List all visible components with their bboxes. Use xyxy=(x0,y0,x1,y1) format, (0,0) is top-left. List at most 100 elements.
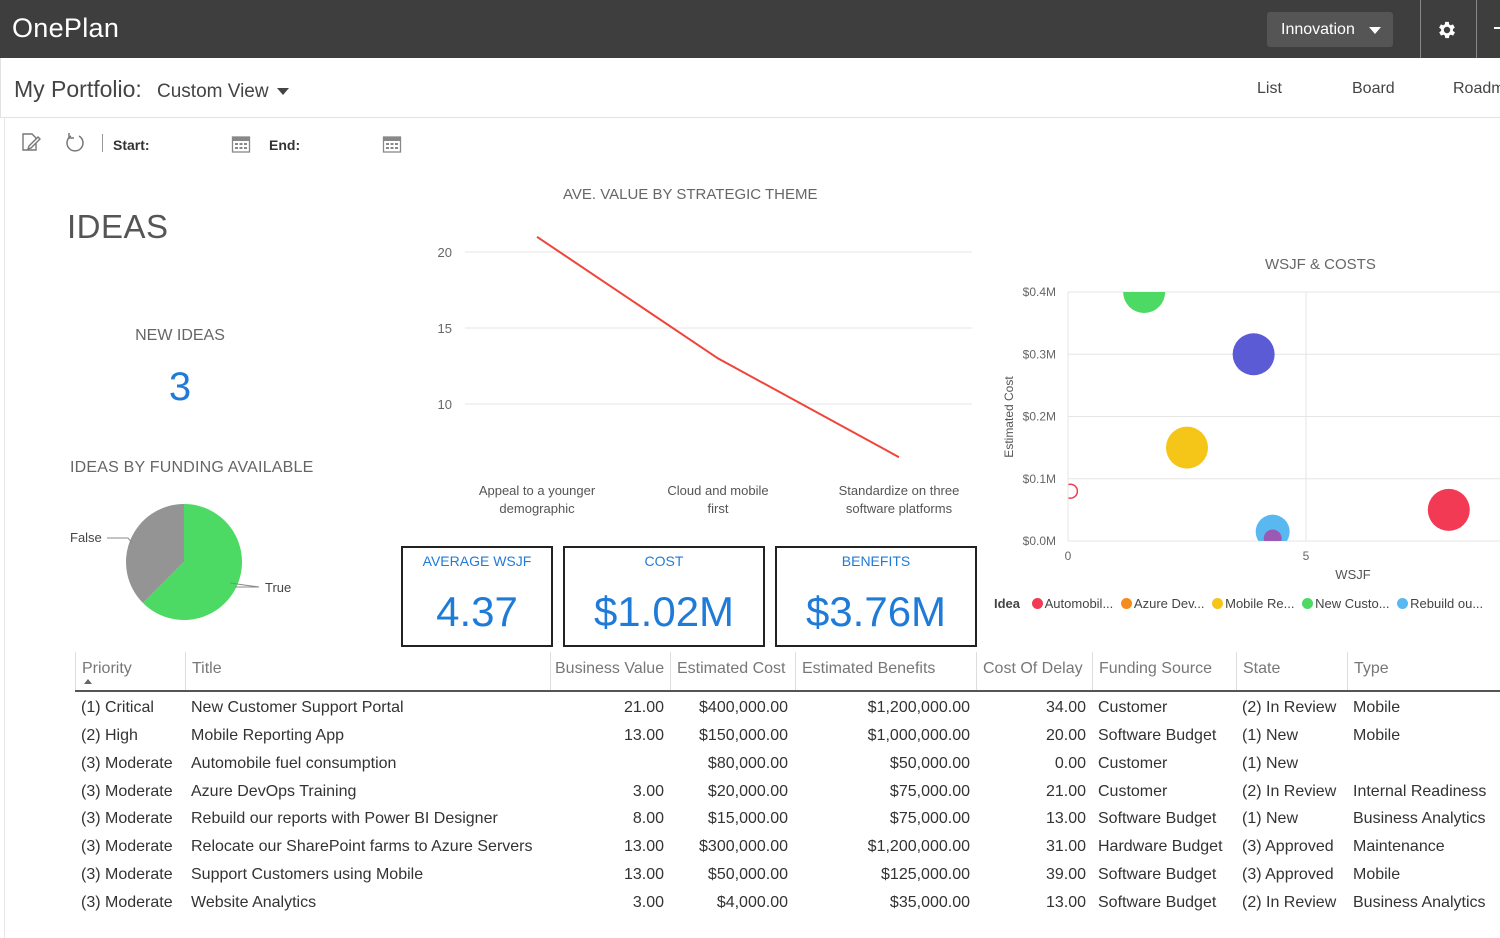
cost-card: COST $1.02M xyxy=(563,546,765,647)
column-header-estimated-benefits[interactable]: Estimated Benefits xyxy=(795,652,976,690)
card-label: AVERAGE WSJF xyxy=(422,553,532,569)
table-row[interactable]: (3) Moderate Website Analytics 3.00 $4,000.… xyxy=(75,890,1500,918)
portfolio-header: My Portfolio: Custom View List Board Roa… xyxy=(0,58,1500,118)
y-tick-label: 15 xyxy=(438,321,452,336)
y-tick-label: 10 xyxy=(438,397,452,412)
y-tick-label: 20 xyxy=(438,245,452,260)
x-axis-label: WSJF xyxy=(1335,567,1370,582)
view-select[interactable]: Custom View xyxy=(157,81,269,102)
legend-item[interactable]: Azure Dev... xyxy=(1120,596,1205,611)
gear-icon[interactable] xyxy=(1436,19,1458,41)
cell-cost-of-delay: 34.00 xyxy=(1045,699,1086,716)
column-header-label: Title xyxy=(192,660,222,677)
pie-leader-line xyxy=(107,537,133,544)
cell-type: Internal Readiness xyxy=(1353,782,1487,800)
cell-title: Mobile Reporting App xyxy=(191,726,344,744)
x-tick-label: first xyxy=(708,501,729,516)
y-tick-label: $0.1M xyxy=(1023,472,1056,486)
table-row[interactable]: (3) Moderate Automobile fuel consumption $… xyxy=(75,751,1500,779)
legend-item[interactable]: New Custo... xyxy=(1302,596,1390,611)
table-row[interactable]: (3) Moderate Rebuild our reports with Pow… xyxy=(75,806,1500,834)
cell-state: (3) Approved xyxy=(1242,838,1334,856)
cell-priority: (3) Moderate xyxy=(81,838,173,856)
column-header-type[interactable]: Type xyxy=(1347,652,1500,690)
table-row[interactable]: (1) Critical New Customer Support Portal 2… xyxy=(75,695,1500,723)
column-header-label: Funding Source xyxy=(1099,660,1212,677)
cell-state: (1) New xyxy=(1242,754,1299,772)
legend-label: Azure Dev... xyxy=(1133,596,1205,611)
divider xyxy=(1420,0,1421,58)
tab-list[interactable]: List xyxy=(1257,80,1282,97)
column-header-title[interactable]: Title xyxy=(185,652,550,690)
cell-estimated-cost: $15,000.00 xyxy=(707,810,788,828)
refresh-icon[interactable] xyxy=(64,132,86,152)
cell-funding-source: Hardware Budget xyxy=(1098,838,1223,856)
cell-type: Mobile xyxy=(1353,866,1401,884)
x-tick-label: demographic xyxy=(499,501,575,516)
calendar-icon[interactable] xyxy=(382,134,402,154)
cell-funding-source: Software Budget xyxy=(1098,810,1217,828)
cell-cost-of-delay: 13.00 xyxy=(1045,893,1086,911)
x-tick-label: Appeal to a younger xyxy=(479,483,596,498)
legend-label: Automobil... xyxy=(1044,596,1114,611)
cell-cost-of-delay: 39.00 xyxy=(1045,866,1086,884)
table-row[interactable]: (3) Moderate Support Customers using Mobi… xyxy=(75,862,1500,890)
x-tick-label: Standardize on three xyxy=(839,483,960,498)
series-line xyxy=(536,235,900,459)
column-header-priority[interactable]: Priority xyxy=(75,652,185,690)
cell-priority: (3) Moderate xyxy=(81,866,173,884)
cell-title: Rebuild our reports with Power BI Design… xyxy=(191,810,498,828)
scatter-point xyxy=(1232,333,1275,376)
legend-item[interactable]: Automobil... xyxy=(1031,596,1114,611)
scatter-point xyxy=(1068,483,1079,499)
calendar-icon[interactable] xyxy=(231,134,251,154)
y-tick-label: $0.4M xyxy=(1023,285,1056,299)
table-row[interactable]: (3) Moderate Relocate our SharePoint farm… xyxy=(75,834,1500,862)
cell-type: Business Analytics xyxy=(1353,810,1486,828)
legend-item[interactable]: Rebuild ou... xyxy=(1397,596,1483,611)
tab-roadmap[interactable]: Roadm xyxy=(1453,80,1500,97)
wsjf-scatter-chart: $0.0M $0.1M $0.2M $0.3M $0.4M 0 5 WSJF Estimated… xyxy=(1002,285,1500,582)
cell-estimated-benefits: $35,000.00 xyxy=(889,893,970,911)
cell-estimated-benefits: $75,000.00 xyxy=(889,782,970,800)
x-tick-label: 5 xyxy=(1303,549,1310,563)
cell-business-value: 13.00 xyxy=(623,838,664,856)
cell-priority: (3) Moderate xyxy=(81,893,173,911)
column-header-estimated-cost[interactable]: Estimated Cost xyxy=(670,652,795,690)
cell-estimated-benefits: $1,200,000.00 xyxy=(867,838,970,856)
cell-type: Mobile xyxy=(1353,699,1401,716)
edit-icon[interactable] xyxy=(20,132,42,152)
cell-cost-of-delay: 31.00 xyxy=(1045,838,1086,856)
cell-state: (1) New xyxy=(1242,810,1299,828)
table-row[interactable]: (2) High Mobile Reporting App 13.00 $150,00… xyxy=(75,723,1500,751)
column-header-funding-source[interactable]: Funding Source xyxy=(1092,652,1236,690)
workspace-select[interactable]: Innovation xyxy=(1267,12,1393,47)
more-icon[interactable] xyxy=(1494,27,1500,29)
tab-board[interactable]: Board xyxy=(1352,80,1395,97)
page-border xyxy=(4,118,5,938)
sort-ascending-icon xyxy=(84,679,92,684)
line-chart-title: AVE. VALUE BY STRATEGIC THEME xyxy=(563,186,818,203)
cell-estimated-cost: $20,000.00 xyxy=(707,782,788,800)
chevron-down-icon[interactable] xyxy=(277,88,289,95)
scatter-point xyxy=(1427,488,1470,531)
column-header-label: Business Value xyxy=(555,660,665,677)
cell-state: (2) In Review xyxy=(1242,782,1337,800)
cell-business-value: 8.00 xyxy=(632,810,664,828)
legend-dot-icon xyxy=(1031,598,1043,609)
column-header-business-value[interactable]: Business Value xyxy=(550,652,670,690)
column-header-cost-of-delay[interactable]: Cost Of Delay xyxy=(976,652,1092,690)
cell-title: Relocate our SharePoint farms to Azure S… xyxy=(191,838,533,856)
table-row[interactable]: (3) Moderate Azure DevOps Training 3.00 $20… xyxy=(75,779,1500,807)
scatter-point xyxy=(1263,529,1282,541)
cell-estimated-cost: $150,000.00 xyxy=(699,726,788,744)
cell-funding-source: Software Budget xyxy=(1098,866,1217,884)
column-header-label: State xyxy=(1243,660,1281,677)
new-ideas-count: 3 xyxy=(168,365,192,409)
cell-estimated-cost: $50,000.00 xyxy=(707,866,788,884)
cell-priority: (3) Moderate xyxy=(81,782,173,800)
cell-cost-of-delay: 0.00 xyxy=(1054,754,1086,772)
column-header-state[interactable]: State xyxy=(1236,652,1347,690)
legend-item[interactable]: Mobile Re... xyxy=(1212,596,1294,611)
pie-label: False xyxy=(70,530,102,545)
